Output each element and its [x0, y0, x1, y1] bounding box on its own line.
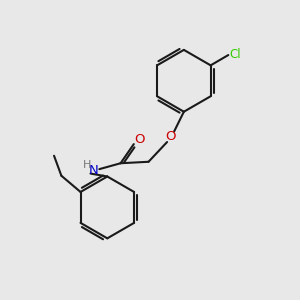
Text: H: H: [82, 160, 91, 170]
Text: O: O: [134, 133, 144, 146]
Text: O: O: [165, 130, 176, 143]
Text: N: N: [89, 164, 99, 177]
Text: Cl: Cl: [230, 48, 242, 61]
